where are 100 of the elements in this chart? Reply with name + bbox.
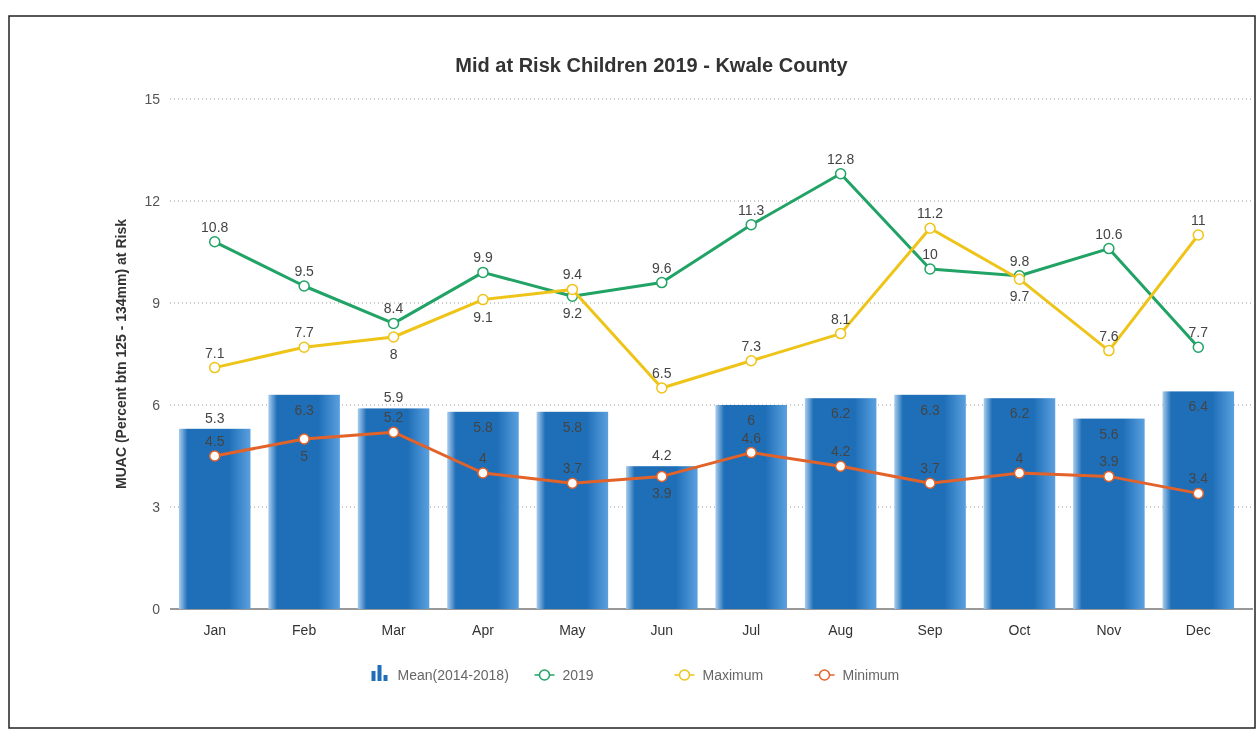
bar xyxy=(536,411,609,609)
point xyxy=(1103,242,1115,255)
point xyxy=(745,219,757,231)
point xyxy=(924,222,936,234)
bar xyxy=(894,394,966,609)
data-label: 5.6 xyxy=(1099,425,1119,442)
y-tick-label: 12 xyxy=(144,193,161,209)
x-tick-label: May xyxy=(559,622,586,638)
point xyxy=(298,280,310,292)
bar xyxy=(357,408,430,609)
bar xyxy=(1073,418,1145,609)
data-label: 3.9 xyxy=(652,485,672,502)
point xyxy=(387,426,400,438)
data-label: 4 xyxy=(479,450,488,466)
point xyxy=(387,331,400,343)
data-label: 4 xyxy=(1015,450,1024,466)
data-label: 9.9 xyxy=(473,249,493,266)
bar xyxy=(715,405,787,609)
data-label: 9.7 xyxy=(1009,288,1030,305)
data-label: 5.8 xyxy=(473,418,493,435)
data-label: 6.4 xyxy=(1188,398,1209,415)
data-label: 4.2 xyxy=(652,447,672,464)
data-label: 6.2 xyxy=(830,405,851,422)
x-tick-label: Jan xyxy=(203,622,226,638)
data-label: 3.7 xyxy=(562,460,583,477)
data-label: 3.7 xyxy=(920,460,940,477)
point xyxy=(1192,341,1205,353)
bar xyxy=(178,428,251,609)
data-label: 7.3 xyxy=(741,337,762,354)
data-label: 11.3 xyxy=(738,201,765,218)
point xyxy=(745,355,757,367)
point xyxy=(834,327,847,340)
bar xyxy=(1162,391,1235,609)
data-label: 8 xyxy=(389,346,398,362)
data-label: 6.2 xyxy=(1009,405,1030,422)
x-tick-label: Oct xyxy=(1008,622,1031,638)
point xyxy=(477,467,489,479)
point xyxy=(834,460,847,472)
data-label: 7.7 xyxy=(1188,324,1209,341)
data-label: 7.6 xyxy=(1099,327,1119,344)
chart-title: Mid at Risk Children 2019 - Kwale County xyxy=(455,54,849,76)
point xyxy=(656,276,668,289)
x-tick-label: Sep xyxy=(917,622,943,638)
point xyxy=(924,263,936,275)
point xyxy=(1013,467,1026,479)
point xyxy=(298,341,310,353)
data-label: 5.9 xyxy=(383,389,404,406)
data-label: 5.2 xyxy=(383,409,404,426)
point xyxy=(834,168,847,180)
data-label: 6.3 xyxy=(294,401,315,418)
point xyxy=(924,477,936,489)
point xyxy=(298,433,310,445)
data-label: 4.6 xyxy=(741,429,762,446)
point xyxy=(208,450,221,462)
bar xyxy=(804,398,877,609)
data-label: 5.3 xyxy=(204,409,225,426)
data-label: 3.4 xyxy=(1188,470,1209,487)
x-tick-label: Nov xyxy=(1096,622,1122,638)
x-tick-label: Jun xyxy=(650,622,674,638)
data-label: 6 xyxy=(747,412,756,428)
y-tick-label: 0 xyxy=(152,601,161,617)
data-label: 10 xyxy=(922,246,939,262)
point xyxy=(656,382,668,394)
point xyxy=(656,470,668,483)
point xyxy=(208,236,221,248)
x-tick-label: Apr xyxy=(472,622,495,638)
data-label: 10.8 xyxy=(201,218,229,235)
point xyxy=(566,477,579,489)
data-label: 5 xyxy=(300,448,309,464)
data-label: 8.4 xyxy=(383,300,404,317)
bar xyxy=(447,411,519,609)
point xyxy=(208,361,221,374)
data-label: 11 xyxy=(1191,212,1206,228)
x-tick-label: Jul xyxy=(742,622,761,638)
point xyxy=(1103,344,1115,357)
data-label: 8.1 xyxy=(830,310,851,327)
point xyxy=(745,446,757,459)
bar xyxy=(626,466,698,609)
bar xyxy=(983,398,1056,609)
data-label: 9.5 xyxy=(294,263,315,279)
point xyxy=(566,283,579,296)
y-tick-label: 15 xyxy=(144,91,161,107)
data-label: 9.8 xyxy=(1009,252,1030,269)
legend-label: Minimum xyxy=(842,667,900,683)
data-label: 9.1 xyxy=(473,308,493,325)
y-tick-label: 3 xyxy=(152,499,161,515)
y-tick-label: 9 xyxy=(152,295,161,311)
data-label: 7.7 xyxy=(294,324,315,341)
point xyxy=(1103,470,1115,483)
legend-label: Maximum xyxy=(702,667,764,683)
data-label: 6.3 xyxy=(920,401,940,418)
x-tick-label: Mar xyxy=(381,622,406,638)
legend-label: 2019 xyxy=(562,667,594,683)
point xyxy=(1192,487,1205,500)
y-tick-label: 6 xyxy=(152,397,161,413)
data-label: 4.5 xyxy=(204,433,225,449)
data-label: 4.2 xyxy=(830,443,851,460)
y-axis-title: MUAC (Percent btn 125 - 134mm) at Risk xyxy=(113,218,129,489)
legend-label: Mean(2014-2018) xyxy=(397,667,509,683)
point xyxy=(477,266,489,279)
